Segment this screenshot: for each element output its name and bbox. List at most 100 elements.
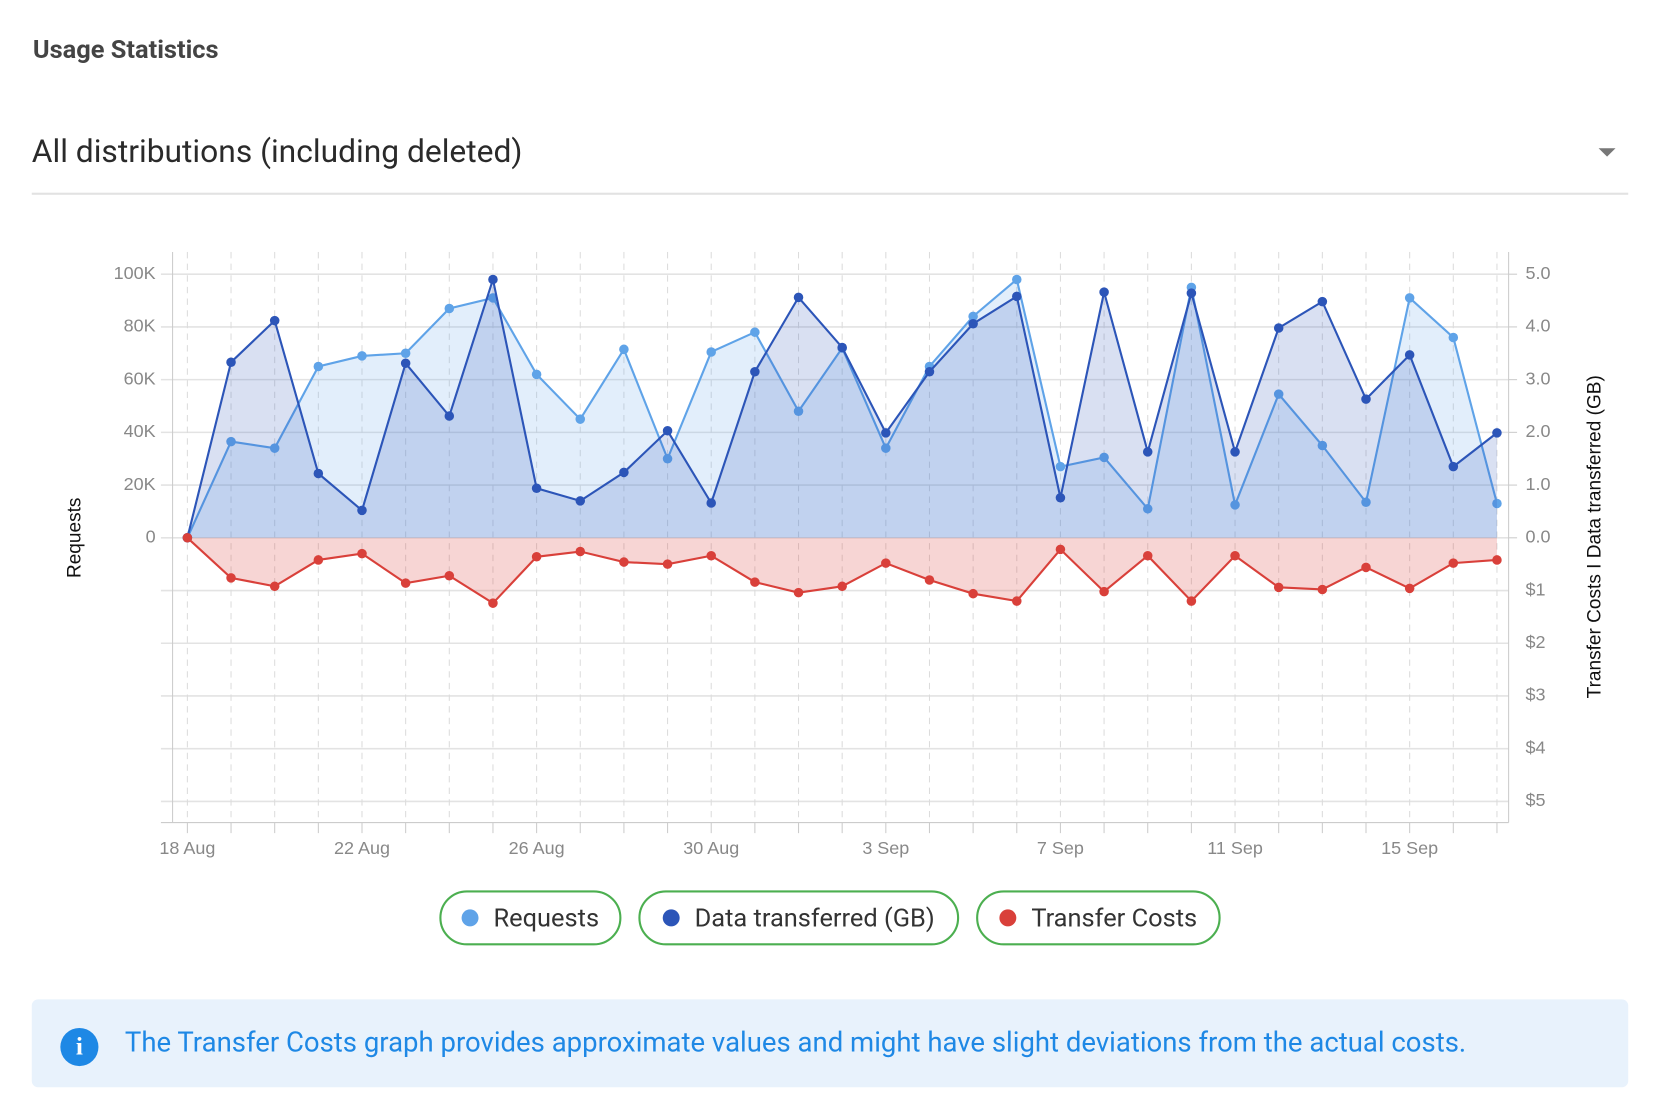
legend-swatch (999, 909, 1017, 927)
data-point (1186, 288, 1197, 298)
data-point (1055, 461, 1066, 472)
data-point (968, 318, 978, 329)
data-point (400, 358, 411, 369)
caret-icon (1598, 148, 1616, 157)
data-point (1404, 583, 1415, 594)
data-point (881, 443, 891, 453)
y3-tick-label: $5 (1526, 790, 1546, 810)
data-point (575, 546, 586, 557)
x-tick-label: 15 Sep (1381, 838, 1438, 858)
data-point (313, 468, 324, 479)
chart: 0 20K 40K 60K 80K 100K 0.0 1.0 2.0 3.0 4.0 5.0 $1 $2 $… (64, 251, 1606, 858)
legend-label: Transfer Costs (1031, 903, 1198, 933)
data-point (531, 483, 542, 494)
x-tick-label: 18 Aug (159, 838, 215, 858)
data-point (1230, 500, 1240, 510)
data-point (837, 581, 847, 592)
data-point (531, 552, 542, 562)
data-point (706, 347, 716, 357)
data-point (1099, 452, 1109, 463)
data-point (793, 292, 804, 303)
data-point (1273, 389, 1284, 399)
data-point (1448, 461, 1459, 472)
series-area (187, 279, 1497, 538)
data-point (444, 303, 455, 314)
y2-axis-title: Transfer Costs I Data transferred (GB) (1585, 375, 1606, 698)
panel-title: Usage Statistics (32, 34, 219, 65)
info-icon: i (60, 1027, 99, 1067)
y-tick-label: 40K (124, 421, 156, 441)
data-point (1361, 497, 1371, 507)
data-point (357, 351, 367, 361)
data-point (575, 414, 586, 424)
data-point (357, 505, 367, 516)
legend-swatch (461, 909, 479, 927)
y2-tick-label: 2.0 (1526, 421, 1551, 441)
data-point (1099, 287, 1109, 297)
distribution-select[interactable]: All distributions (including deleted) (31, 127, 1629, 195)
data-point (881, 558, 891, 568)
data-point (1230, 550, 1240, 561)
data-point (357, 548, 367, 559)
y2-tick-label: 3.0 (1526, 368, 1551, 388)
info-banner: i The Transfer Costs graph provides appr… (31, 999, 1629, 1088)
data-point (1142, 550, 1153, 561)
data-point (793, 587, 804, 598)
y2-tick-label: 4.0 (1526, 316, 1551, 336)
data-point (1142, 447, 1153, 457)
y2-tick-label: 5.0 (1526, 263, 1551, 283)
data-point (313, 361, 324, 372)
legend-item[interactable]: Transfer Costs (976, 890, 1221, 946)
y-axis-title: Requests (64, 498, 85, 578)
x-tick-label: 7 Sep (1037, 838, 1084, 858)
data-point (400, 348, 411, 359)
data-point (1099, 586, 1109, 597)
data-point (706, 550, 716, 561)
data-point (269, 581, 280, 592)
data-point (881, 428, 891, 438)
legend-label: Data transferred (GB) (694, 903, 935, 933)
data-point (1230, 447, 1240, 457)
y-tick-label: 0 (146, 527, 156, 547)
data-point (706, 498, 716, 508)
x-tick-label: 26 Aug (509, 838, 565, 858)
data-point (1492, 555, 1502, 565)
x-tick-label: 30 Aug (683, 838, 739, 858)
series-area (187, 279, 1497, 538)
legend-item[interactable]: Data transferred (GB) (638, 890, 960, 946)
data-point (269, 315, 280, 326)
data-point (1317, 296, 1328, 307)
data-point (1012, 274, 1022, 285)
data-point (750, 327, 760, 337)
data-point (269, 443, 280, 453)
data-point (531, 369, 542, 380)
data-point (1448, 558, 1459, 568)
data-point (1012, 596, 1022, 606)
data-point (968, 588, 978, 599)
y-tick-label: 80K (124, 316, 156, 336)
legend-swatch (662, 909, 680, 927)
data-point (837, 342, 847, 353)
legend-label: Requests (493, 903, 600, 933)
data-point (1142, 504, 1153, 514)
data-point (1273, 323, 1284, 333)
data-point (968, 311, 978, 322)
data-point (575, 496, 586, 506)
y3-tick-label: $2 (1526, 632, 1546, 652)
data-point (619, 557, 629, 567)
data-point (1492, 498, 1502, 509)
y-tick-label: 100K (114, 263, 156, 283)
data-point (226, 436, 236, 447)
legend-item[interactable]: Requests (439, 890, 622, 946)
data-point (1055, 492, 1066, 503)
data-point (619, 467, 629, 478)
data-point (226, 357, 236, 368)
data-point (313, 555, 324, 565)
data-point (750, 366, 760, 377)
data-point (924, 575, 935, 585)
data-point (662, 559, 673, 569)
x-tick-label: 11 Sep (1207, 838, 1263, 858)
data-point (400, 578, 411, 588)
data-point (793, 406, 804, 417)
